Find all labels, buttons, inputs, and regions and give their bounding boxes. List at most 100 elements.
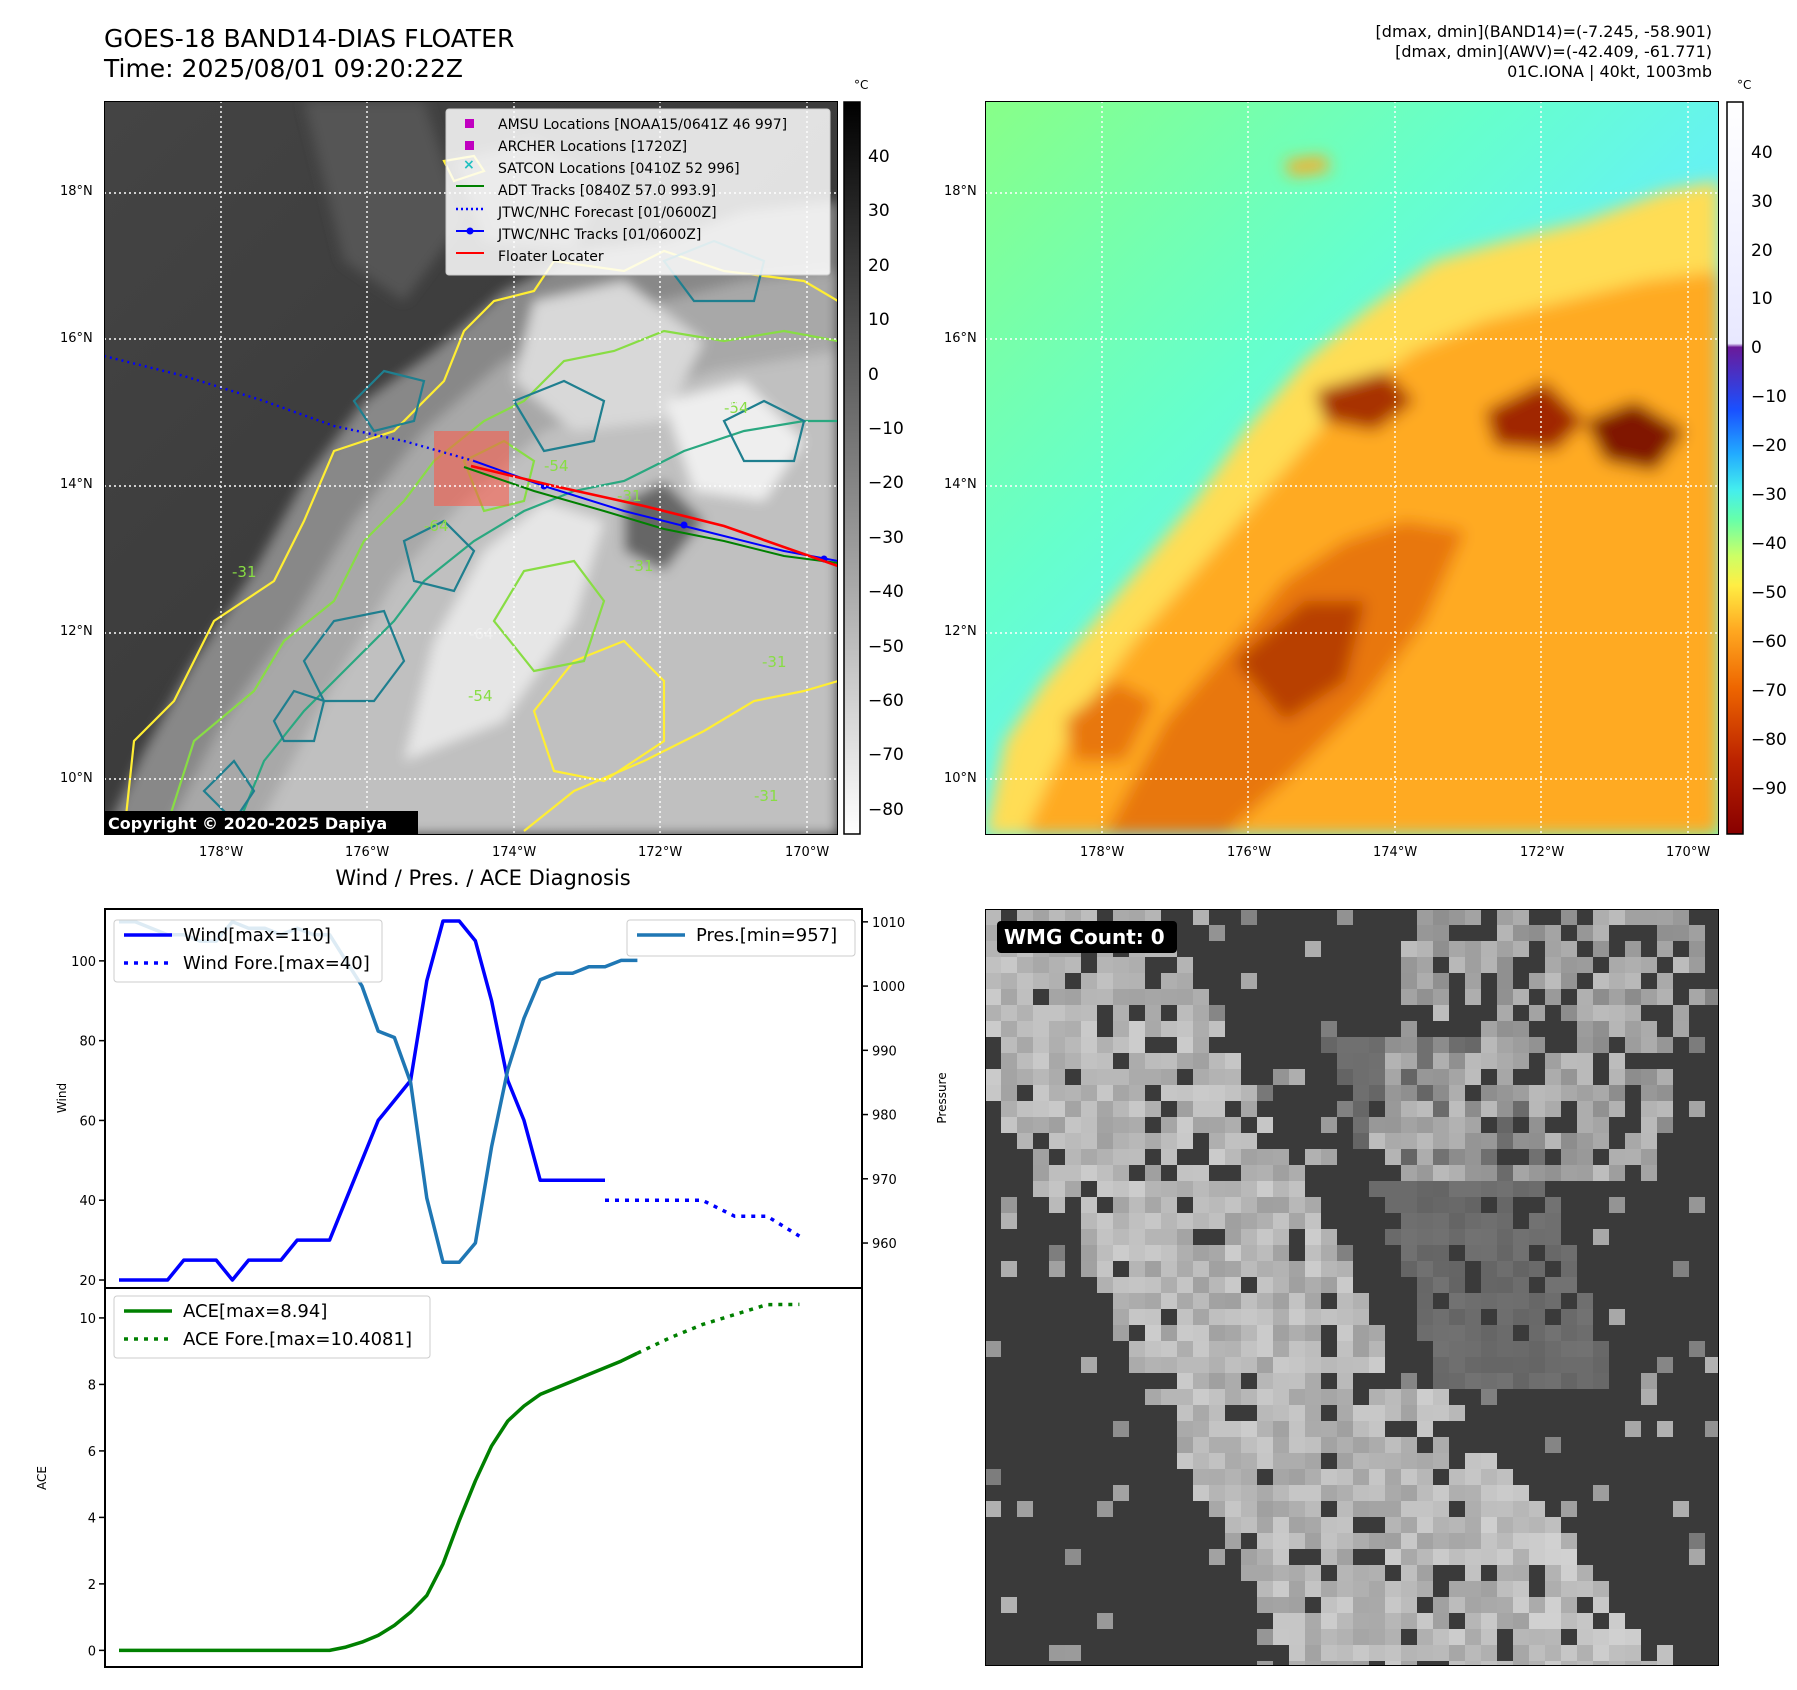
wmg-cell [1497,1085,1513,1101]
ir-lat-label: 10°N [60,771,93,786]
wmg-cell [1369,1533,1385,1549]
ir-cb-tick: −20 [868,473,904,493]
wmg-cell [1369,1133,1385,1149]
wmg-cell [1161,1277,1177,1293]
wmg-cell [1273,1341,1289,1357]
pressure-ticks: 960 970 980 990 1000 1010 [862,916,905,1252]
wmg-cell [1417,1469,1433,1485]
wmg-cell [1481,1213,1497,1229]
wmg-cell [1225,1421,1241,1437]
awv-cb-tick: −70 [1751,681,1787,701]
wmg-cell [1561,957,1577,973]
wmg-cell [1353,1085,1369,1101]
wmg-cell [1673,1261,1689,1277]
wmg-cell [1161,1069,1177,1085]
contour-label: -64 [469,625,494,643]
wmg-cell [1433,1229,1449,1245]
wmg-cell [1497,1133,1513,1149]
ir-cb-tick: −50 [868,637,904,657]
wmg-cell [1417,1453,1433,1469]
wmg-cell [1593,989,1609,1005]
ir-cb-tick: −60 [868,691,904,711]
wmg-cell [1177,1453,1193,1469]
wmg-cell [1129,973,1145,989]
wmg-cell [1097,1053,1113,1069]
wmg-cell [1529,1341,1545,1357]
wmg-cell [1513,1501,1529,1517]
wmg-cell [1257,1485,1273,1501]
awv-lon-label: 178°W [1080,845,1125,860]
wmg-cell [1225,1069,1241,1085]
wmg-cell [1209,1069,1225,1085]
wmg-cell [1529,1373,1545,1389]
wmg-cell [1129,1181,1145,1197]
wmg-cell [1561,1053,1577,1069]
wmg-cell [1289,1357,1305,1373]
wmg-cell [1049,1037,1065,1053]
wmg-cell [1097,1085,1113,1101]
wmg-cell [1369,1469,1385,1485]
wmg-cell [1321,1021,1337,1037]
wmg-cell [1545,989,1561,1005]
wmg-cell [1449,1229,1465,1245]
wmg-cell [1273,1437,1289,1453]
wmg-cell [1209,1389,1225,1405]
wmg-cell [1225,1085,1241,1101]
wmg-cell [1129,1133,1145,1149]
wmg-cell [1593,1485,1609,1501]
wmg-cell [1369,1485,1385,1501]
wmg-cell [1577,1085,1593,1101]
wmg-cell [1401,1069,1417,1085]
wmg-cell [1449,1165,1465,1181]
wmg-cell [1289,1421,1305,1437]
wmg-cell [1433,1117,1449,1133]
wmg-cell [1097,957,1113,973]
wmg-cell [1513,1053,1529,1069]
wmg-cell [1385,1501,1401,1517]
wmg-cell [1273,1517,1289,1533]
wmg-cell [1561,1597,1577,1613]
wmg-cell [1161,1085,1177,1101]
wmg-cell [1273,1325,1289,1341]
ir-cb-tick: −10 [868,419,904,439]
wmg-cell [1145,1213,1161,1229]
wmg-cell [1289,1069,1305,1085]
wmg-cell [1353,1293,1369,1309]
wmg-cell [1449,1133,1465,1149]
wmg-cell [1337,1421,1353,1437]
wmg-cell [1145,1165,1161,1181]
awv-lon-label: 176°W [1227,845,1272,860]
wmg-cell [1001,1037,1017,1053]
wmg-cell [985,957,1001,973]
wmg-cell [1385,1101,1401,1117]
wmg-cell [1657,1357,1673,1373]
wmg-cell [1033,1165,1049,1181]
wmg-cell [1081,1021,1097,1037]
wmg-cell [1449,1597,1465,1613]
wmg-cell [1385,1629,1401,1645]
wmg-cell [1177,1021,1193,1037]
wmg-cell [1209,1213,1225,1229]
wmg-cell [1305,1325,1321,1341]
wmg-cell [1497,1293,1513,1309]
wmg-cell [1497,1261,1513,1277]
wmg-cell [1033,1117,1049,1133]
awv-cb-tick: −80 [1751,730,1787,750]
wmg-cell [1161,1229,1177,1245]
wmg-cell [1241,1453,1257,1469]
wmg-cell [1161,1021,1177,1037]
wmg-cell [1305,1261,1321,1277]
wmg-cell [1497,1053,1513,1069]
wmg-cell [1193,1165,1209,1181]
wmg-cell [1561,1005,1577,1021]
wmg-cell [1145,1181,1161,1197]
awv-cb-tick: −10 [1751,387,1787,407]
wmg-cell [1513,1565,1529,1581]
wmg-cell [1337,1053,1353,1069]
ace-tick-label: 8 [88,1378,96,1393]
wmg-image: WMG Count: 0 [985,909,1719,1666]
wmg-cell [1305,1661,1321,1666]
wmg-cell [1241,1181,1257,1197]
wmg-cell [1497,1309,1513,1325]
wmg-cell [1049,1117,1065,1133]
